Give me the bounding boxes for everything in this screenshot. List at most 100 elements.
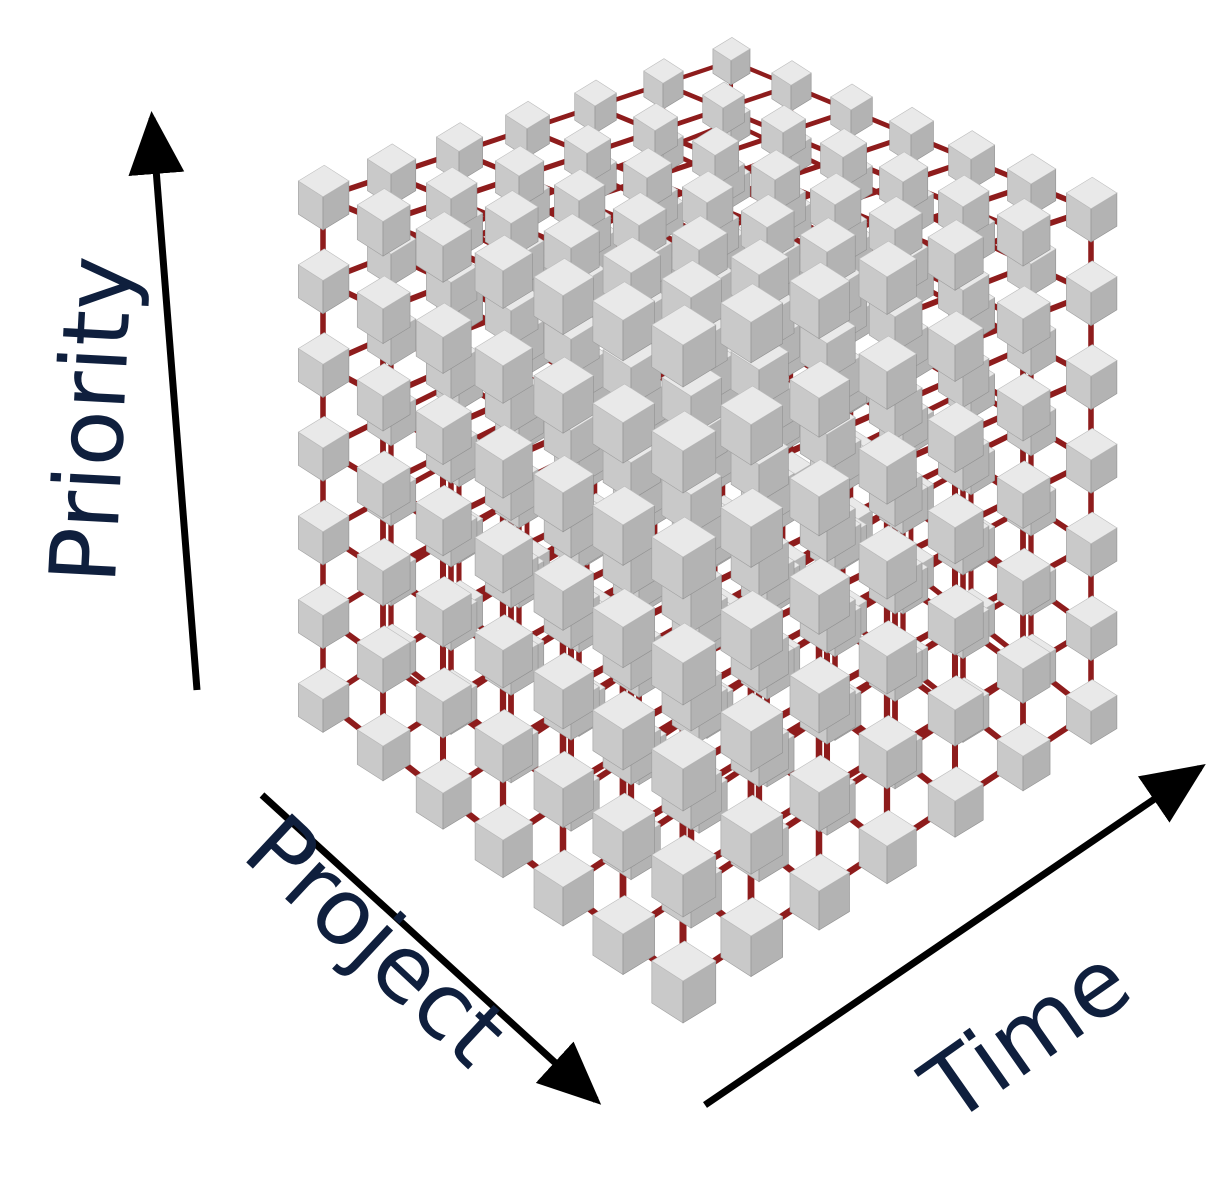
cube	[858, 715, 917, 790]
cube-top-face	[996, 373, 1051, 407]
cube-top-face	[592, 792, 656, 833]
cube-top-face	[415, 393, 472, 429]
cube-top-face	[533, 455, 595, 494]
cube-top-face	[533, 553, 595, 592]
cube-top-face	[1065, 428, 1118, 461]
cube-top-face	[651, 728, 717, 770]
cube-top-face	[533, 849, 595, 888]
cube-top-face	[297, 499, 350, 533]
cube-top-face	[474, 709, 533, 746]
priority-arrow	[128, 111, 201, 691]
cube	[1065, 428, 1118, 494]
cube	[474, 614, 533, 689]
cube-top-face	[889, 106, 935, 136]
cube-top-face	[651, 410, 717, 452]
cube-top-face	[858, 809, 917, 847]
cube	[297, 164, 350, 231]
cube	[297, 583, 350, 650]
cube	[1065, 595, 1118, 662]
cube-top-face	[740, 194, 795, 228]
cube-top-face	[415, 667, 472, 703]
cube-top-face	[484, 190, 539, 224]
cube-top-face	[868, 196, 923, 230]
cube	[671, 215, 728, 287]
cube-top-face	[996, 285, 1051, 320]
cube	[356, 188, 411, 257]
cube	[858, 335, 917, 410]
cube-top-face	[927, 584, 984, 620]
cube-top-face	[720, 692, 784, 732]
cube	[1065, 511, 1118, 578]
cube	[996, 285, 1051, 355]
cube-top-face	[730, 238, 789, 276]
cube-top-face	[297, 667, 350, 700]
cube-top-face	[858, 620, 917, 657]
cube-top-face	[474, 234, 533, 272]
cube	[592, 792, 656, 873]
cube	[858, 240, 917, 316]
cube-top-face	[356, 625, 411, 660]
cube	[533, 356, 595, 434]
cube	[712, 36, 751, 86]
cube	[927, 310, 984, 383]
priority-label: Priority	[30, 253, 154, 586]
cube	[947, 130, 996, 191]
cube	[651, 516, 717, 600]
cube-top-face	[533, 652, 595, 691]
cube	[789, 360, 851, 438]
cube	[1065, 344, 1118, 410]
cube	[533, 553, 595, 631]
cube-top-face	[789, 459, 851, 498]
cube	[356, 537, 411, 607]
cube	[533, 750, 595, 829]
cube-top-face	[789, 853, 851, 892]
cube-top-face	[720, 590, 784, 630]
cube-top-face	[574, 79, 617, 107]
cube-top-face	[927, 401, 984, 437]
cube-top-face	[830, 83, 873, 111]
cube	[474, 234, 533, 310]
cube	[789, 557, 851, 635]
cube-top-face	[927, 310, 984, 346]
cube-top-face	[651, 834, 717, 876]
time-arrow	[703, 764, 1206, 1108]
cube-top-face	[543, 213, 600, 249]
cube-top-face	[996, 460, 1051, 495]
cube-top-face	[356, 275, 411, 310]
cube-top-face	[761, 104, 807, 134]
cube-top-face	[927, 675, 984, 711]
cube	[415, 484, 472, 557]
cube	[927, 675, 984, 747]
cube-top-face	[592, 690, 656, 730]
cube	[297, 416, 350, 482]
cube	[505, 100, 551, 158]
cube-top-face	[1065, 679, 1118, 712]
cube	[651, 304, 717, 388]
cube	[415, 393, 472, 466]
cube	[789, 853, 851, 931]
cube	[533, 455, 595, 533]
cube-top-face	[858, 430, 917, 467]
cube	[1065, 679, 1118, 745]
cube	[720, 283, 784, 364]
cube	[927, 219, 984, 291]
cube	[474, 803, 533, 879]
cube-top-face	[671, 215, 728, 251]
cube	[415, 211, 472, 283]
cube	[356, 450, 411, 520]
cube	[643, 58, 684, 110]
cube	[858, 809, 917, 885]
cube-top-face	[474, 519, 533, 556]
cube-top-face	[750, 149, 801, 181]
cube-top-face	[927, 492, 984, 529]
cube-top-face	[612, 192, 667, 226]
cube	[720, 897, 784, 978]
cube-top-face	[858, 715, 917, 752]
cube	[858, 525, 917, 600]
cube	[1065, 260, 1118, 327]
cube	[574, 79, 617, 134]
cube-top-face	[996, 722, 1051, 757]
cube-top-face	[651, 304, 717, 346]
cube-top-face	[702, 81, 745, 109]
cube	[592, 690, 656, 771]
